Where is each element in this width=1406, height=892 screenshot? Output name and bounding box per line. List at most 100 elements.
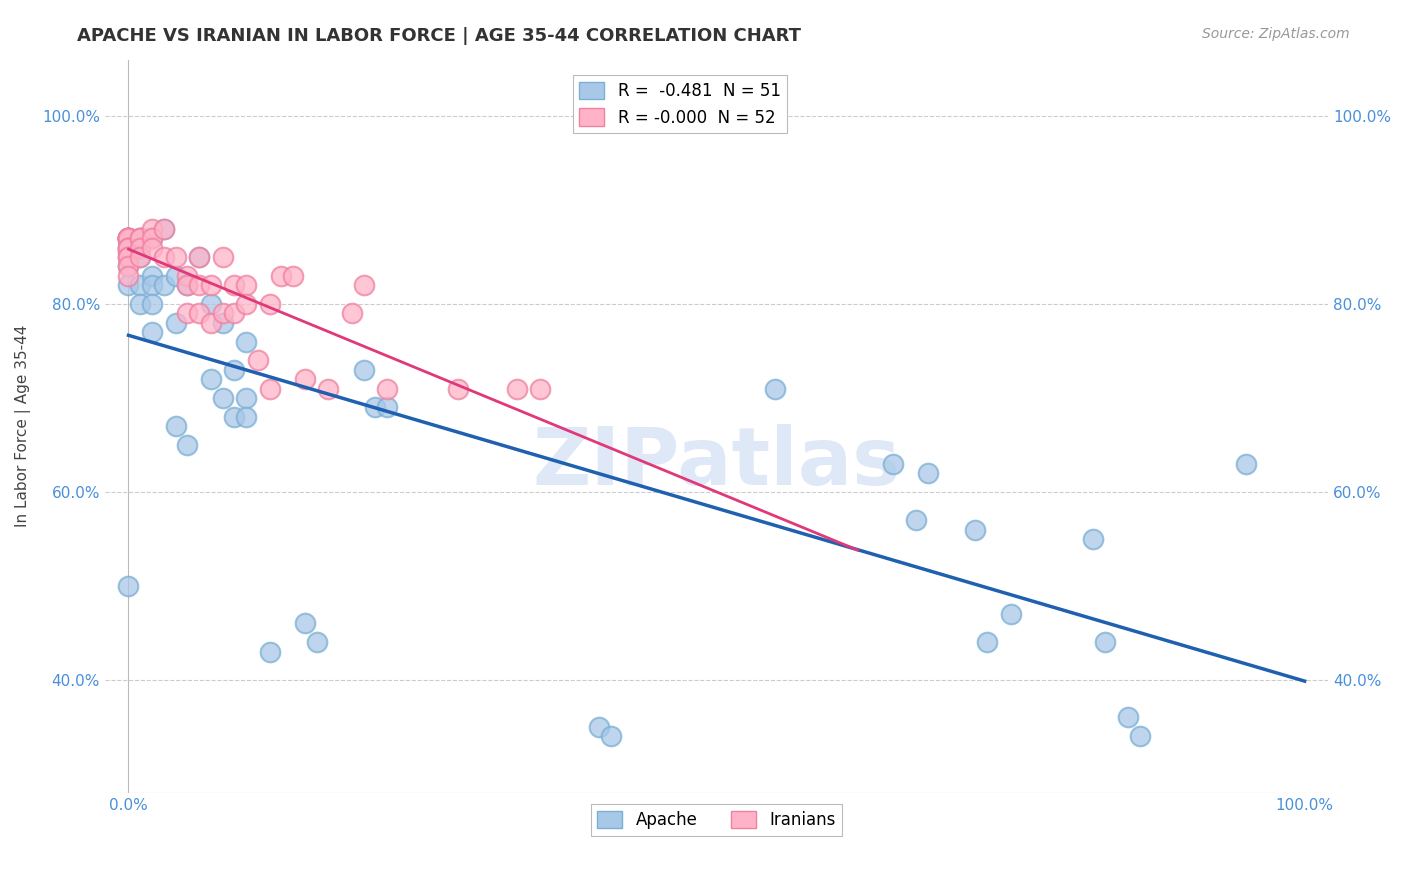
Point [375, 382, 398, 396]
Point [141, 268, 163, 283]
Point [364, 401, 387, 415]
Point [211, 306, 233, 320]
Point [882, 457, 904, 471]
Point [129, 231, 152, 245]
Point [259, 382, 281, 396]
Point [129, 250, 152, 264]
Point [129, 297, 152, 311]
Point [211, 316, 233, 330]
Point [1116, 710, 1139, 724]
Point [200, 372, 222, 386]
Point [270, 268, 292, 283]
Point [188, 278, 211, 293]
Point [200, 316, 222, 330]
Point [165, 419, 187, 434]
Point [224, 278, 246, 293]
Point [165, 268, 187, 283]
Point [763, 382, 786, 396]
Point [117, 260, 139, 274]
Point [176, 278, 198, 293]
Point [353, 363, 375, 377]
Point [152, 221, 174, 235]
Point [294, 616, 316, 631]
Point [211, 391, 233, 405]
Point [129, 278, 152, 293]
Point [235, 278, 257, 293]
Point [235, 409, 257, 424]
Point [305, 635, 328, 649]
Point [447, 382, 470, 396]
Point [117, 245, 139, 260]
Point [117, 250, 139, 264]
Point [375, 401, 398, 415]
Point [117, 231, 139, 245]
Point [141, 221, 163, 235]
Point [200, 297, 222, 311]
Point [117, 231, 139, 245]
Point [117, 241, 139, 255]
Point [976, 635, 998, 649]
Point [165, 316, 187, 330]
Point [117, 250, 139, 264]
Point [141, 231, 163, 245]
Point [117, 231, 139, 245]
Point [152, 221, 174, 235]
Point [529, 382, 551, 396]
Point [1094, 635, 1116, 649]
Point [340, 306, 363, 320]
Point [152, 250, 174, 264]
Point [117, 233, 139, 247]
Point [117, 260, 139, 274]
Text: APACHE VS IRANIAN IN LABOR FORCE | AGE 35-44 CORRELATION CHART: APACHE VS IRANIAN IN LABOR FORCE | AGE 3… [77, 27, 801, 45]
Point [235, 297, 257, 311]
Point [117, 241, 139, 255]
Point [129, 250, 152, 264]
Point [117, 241, 139, 255]
Point [141, 325, 163, 339]
Point [117, 231, 139, 245]
Point [141, 297, 163, 311]
Point [224, 363, 246, 377]
Legend: Apache, Iranians: Apache, Iranians [591, 804, 842, 836]
Point [294, 372, 316, 386]
Point [246, 353, 269, 368]
Point [588, 720, 610, 734]
Point [1234, 457, 1257, 471]
Point [211, 250, 233, 264]
Point [188, 306, 211, 320]
Point [188, 250, 211, 264]
Point [176, 438, 198, 452]
Point [117, 231, 139, 245]
Point [165, 250, 187, 264]
Point [905, 513, 928, 527]
Point [129, 231, 152, 245]
Point [176, 268, 198, 283]
Point [599, 729, 621, 743]
Point [200, 278, 222, 293]
Point [117, 278, 139, 293]
Point [505, 382, 527, 396]
Point [1081, 532, 1104, 546]
Point [141, 241, 163, 255]
Point [117, 231, 139, 245]
Point [141, 278, 163, 293]
Point [1129, 729, 1152, 743]
Point [1000, 607, 1022, 621]
Point [353, 278, 375, 293]
Text: ZIPatlas: ZIPatlas [533, 424, 901, 502]
Point [259, 645, 281, 659]
Point [965, 523, 987, 537]
Point [152, 278, 174, 293]
Point [283, 268, 305, 283]
Point [235, 334, 257, 349]
Y-axis label: In Labor Force | Age 35-44: In Labor Force | Age 35-44 [15, 325, 31, 527]
Point [117, 231, 139, 245]
Point [224, 409, 246, 424]
Point [917, 466, 939, 480]
Point [235, 391, 257, 405]
Point [129, 231, 152, 245]
Point [117, 579, 139, 593]
Point [176, 278, 198, 293]
Point [259, 297, 281, 311]
Point [224, 306, 246, 320]
